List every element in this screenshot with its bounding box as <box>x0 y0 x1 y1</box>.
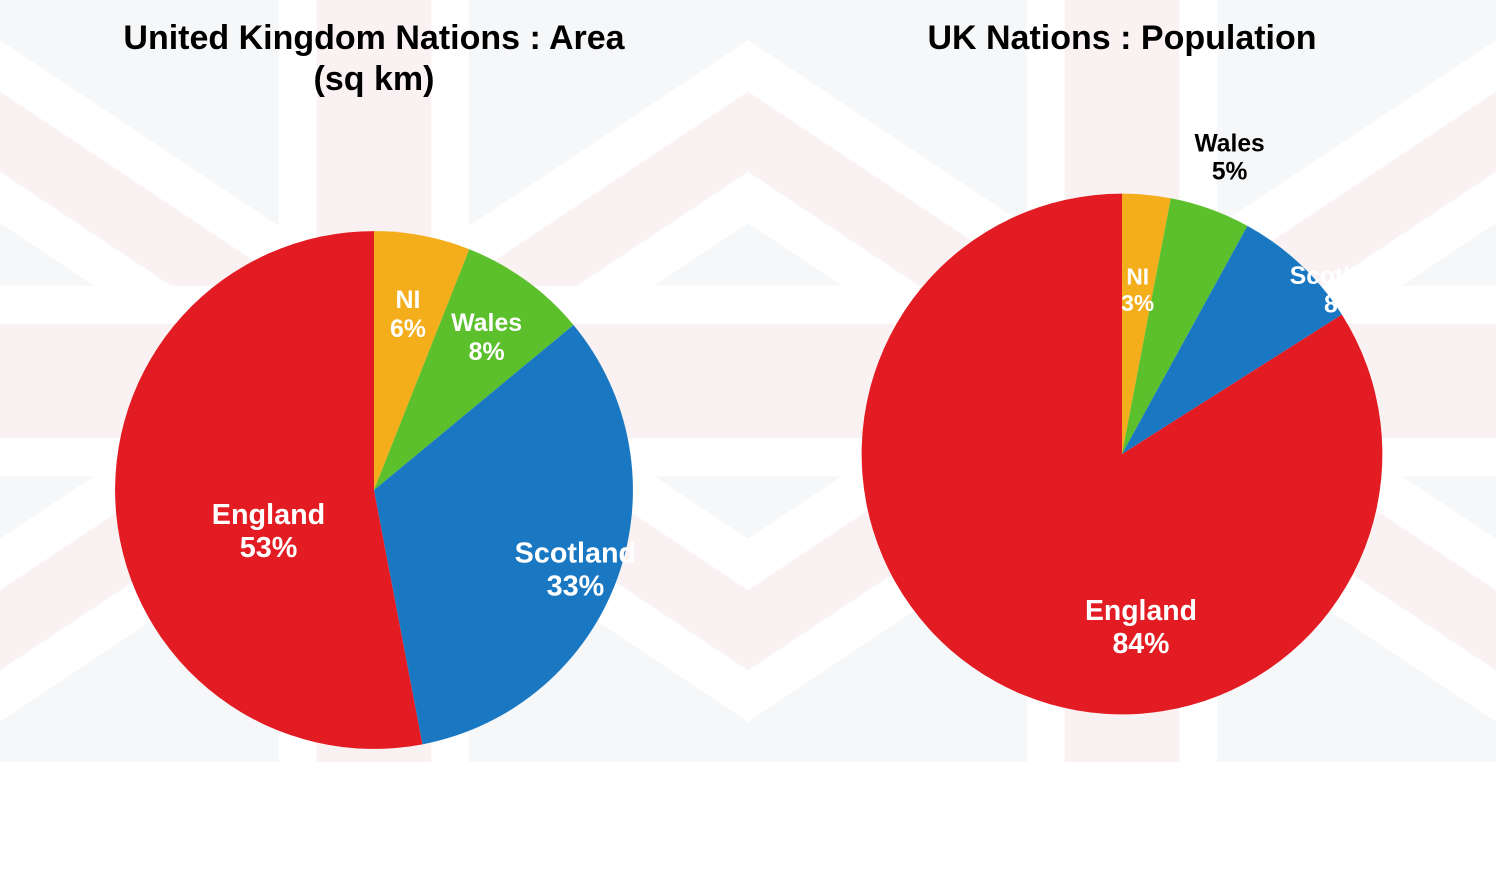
label-scotland-name: Scotland <box>1290 263 1394 290</box>
label-england-name: England <box>212 499 325 531</box>
chart-area: England53% NI6% Wales8% Scotland33% <box>0 100 748 880</box>
label-england-pct: 84% <box>1113 628 1170 660</box>
label-ni-name: NI <box>1126 263 1149 289</box>
label-england-pct: 53% <box>240 532 298 564</box>
label-ni-name: NI <box>395 286 420 314</box>
title-population: UK Nations : Population <box>927 18 1316 59</box>
label-wales-name: Wales <box>451 309 522 337</box>
charts-container: United Kingdom Nations : Area(sq km) Eng… <box>0 0 1496 762</box>
pie-population: England84% NI3% Wales5% Scotland8% <box>748 59 1496 849</box>
label-scotland-pct: 33% <box>547 570 605 602</box>
label-scotland-pct: 8% <box>1324 291 1360 318</box>
label-wales-name: Wales <box>1194 130 1264 157</box>
label-ni-pct: 6% <box>390 314 426 342</box>
label-scotland-name: Scotland <box>515 537 636 569</box>
label-wales: Wales5% <box>1194 130 1264 185</box>
panel-population: UK Nations : Population England84% NI3% Wa… <box>748 0 1496 762</box>
label-ni-pct: 3% <box>1121 290 1154 316</box>
chart-population: England84% NI3% Wales5% Scotland8% <box>748 59 1496 849</box>
label-wales-pct: 8% <box>469 338 505 366</box>
panel-area: United Kingdom Nations : Area(sq km) Eng… <box>0 0 748 762</box>
title-area: United Kingdom Nations : Area(sq km) <box>123 18 624 100</box>
pie-area: England53% NI6% Wales8% Scotland33% <box>0 100 748 880</box>
label-wales-pct: 5% <box>1212 159 1248 186</box>
label-england-name: England <box>1085 595 1197 627</box>
